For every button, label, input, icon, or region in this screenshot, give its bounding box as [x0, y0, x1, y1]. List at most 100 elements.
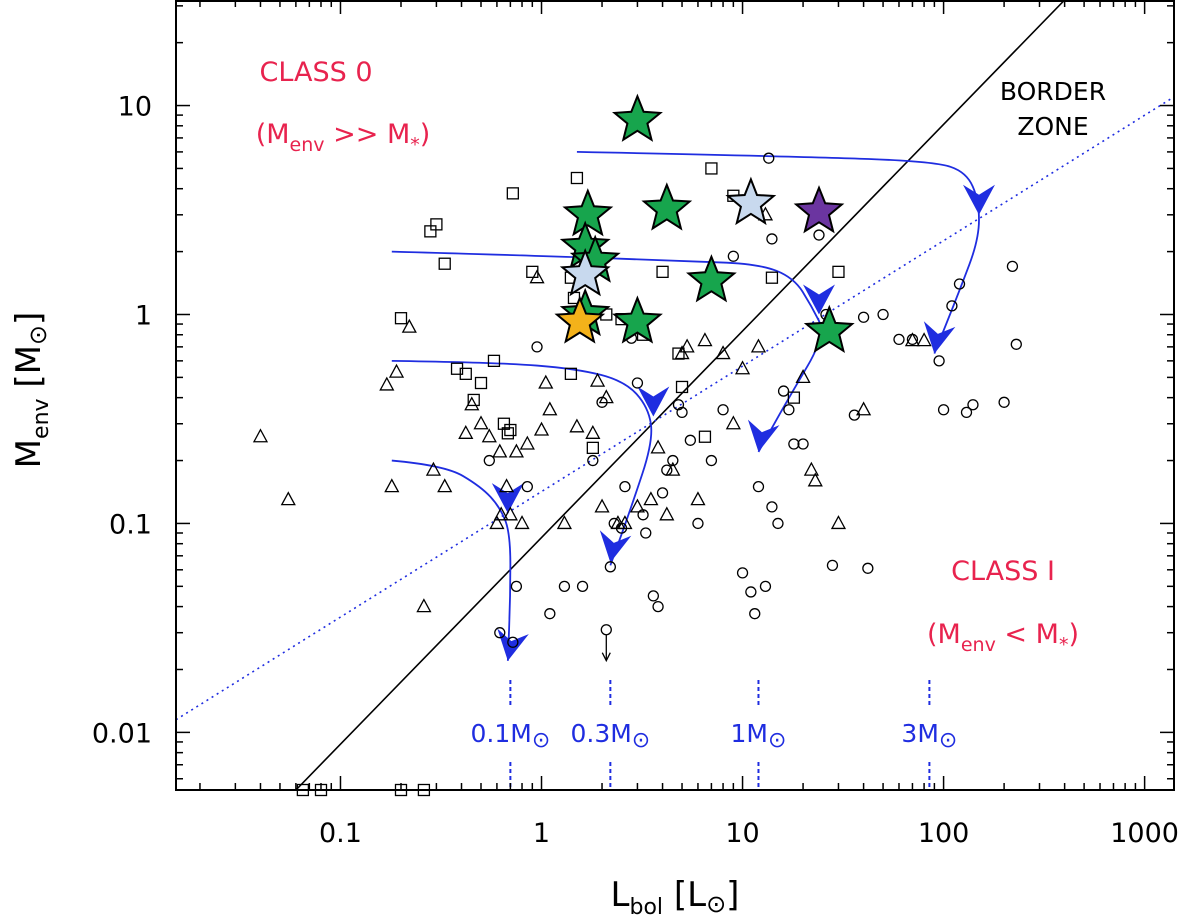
data-point-square: [787, 391, 801, 404]
data-point-circle: [596, 396, 608, 408]
evolution-tracks: [391, 151, 995, 661]
data-point-square: [765, 271, 779, 284]
data-point-circle: [763, 152, 775, 164]
data-point-triangle: [379, 376, 395, 391]
data-point-triangle: [598, 389, 614, 404]
data-point-circle: [783, 404, 795, 416]
data-point-triangle: [589, 372, 606, 387]
data-point-square: [705, 162, 718, 175]
data-point-square: [675, 380, 689, 394]
data-point-triangle: [489, 515, 505, 530]
data-point-circle: [777, 385, 790, 397]
data-point-triangle: [659, 506, 675, 521]
data-point-triangle: [617, 515, 633, 530]
light-blue-star-marker: [725, 176, 777, 226]
data-point-circle: [946, 300, 958, 312]
data-point-circle: [960, 406, 973, 419]
star-markers: [554, 93, 855, 353]
data-point-circle: [705, 454, 718, 467]
data-point-circle: [615, 522, 628, 534]
data-point-circle: [692, 517, 704, 530]
y-tick-label: 1: [135, 300, 152, 331]
data-point-square: [698, 430, 712, 443]
data-point-triangle: [533, 421, 550, 436]
data-point-circle: [661, 464, 673, 476]
border-zone-label: ZONE: [1017, 112, 1088, 141]
data-point-triangle: [594, 498, 610, 513]
x-tick-label: 0.1: [319, 818, 362, 849]
data-point-triangle: [795, 369, 811, 384]
data-point-triangle: [437, 478, 453, 493]
data-point-circle: [788, 438, 800, 450]
data-point-triangle: [473, 415, 489, 430]
data-point-circle: [749, 608, 761, 620]
data-point-square: [438, 257, 451, 270]
data-point-square: [586, 441, 599, 455]
x-tick-label: 100: [918, 818, 970, 849]
data-point-circle: [813, 229, 825, 241]
plot-frame: [175, 0, 1175, 791]
green-star-marker: [562, 188, 614, 237]
data-point-circle: [558, 580, 571, 592]
data-point-triangle: [916, 332, 932, 347]
track-0.3-arrowhead: [637, 386, 670, 417]
x-tick-label: 10: [725, 818, 759, 849]
data-point-triangle: [425, 461, 442, 476]
data-point-triangle: [750, 338, 767, 353]
data-point-triangle: [252, 428, 269, 443]
data-point-circle: [752, 480, 765, 493]
data-point-triangle: [492, 443, 508, 458]
data-point-circle: [637, 509, 649, 521]
data-point-triangle: [585, 424, 601, 439]
data-point-circle: [619, 480, 631, 493]
data-point-triangle: [803, 461, 819, 476]
track-0.3-arrowhead: [599, 530, 632, 563]
data-point-square: [497, 417, 511, 430]
class1-relation: (Menv < M*): [927, 619, 1079, 656]
track-1-arrowhead-shape: [747, 419, 780, 452]
data-point-circle: [676, 406, 688, 419]
axis-labels: Lbol [L⊙] Menv [M⊙]: [9, 312, 739, 920]
data-point-square: [487, 354, 501, 368]
data-point-circle: [862, 562, 874, 574]
data-point-square: [832, 265, 845, 278]
green-star-marker: [686, 254, 737, 303]
data-point-triangle: [715, 345, 731, 360]
data-point-triangle: [493, 506, 509, 521]
track-0.1-path: [391, 459, 512, 661]
data-point-circle: [797, 438, 809, 450]
data-point-circle: [759, 580, 772, 592]
data-point-circle: [998, 396, 1010, 408]
data-point-circle: [507, 636, 519, 648]
data-point-triangle: [697, 332, 713, 347]
data-point-square: [467, 393, 480, 407]
data-point-triangle: [481, 428, 497, 443]
mass-marker-label: 0.1M⊙: [470, 719, 550, 753]
data-point-circle: [483, 454, 495, 467]
class1-title: CLASS I: [951, 556, 1055, 587]
class0-relation: (Menv >> M*): [256, 119, 431, 156]
data-point-circle: [576, 580, 589, 592]
data-points: [252, 152, 1022, 797]
data-point-square: [570, 171, 584, 185]
data-point-circle: [604, 561, 617, 573]
class-border-solid: [295, 0, 1066, 790]
data-point-triangle: [384, 478, 400, 493]
mass-marker-label: 1M⊙: [731, 719, 787, 753]
y-tick-label: 10: [118, 92, 152, 123]
track-0.3-arrowhead-shape: [637, 386, 670, 417]
data-point-circle: [510, 580, 523, 592]
mass-marker-label: 0.3M⊙: [570, 719, 650, 753]
annotations: CLASS 0 (Menv >> M*) CLASS I (Menv < M*) BOR…: [256, 57, 1106, 790]
data-point-circle: [766, 501, 778, 513]
track-0.3-arrowhead-shape: [599, 530, 632, 563]
data-point-circle: [736, 567, 749, 579]
data-point-circle: [521, 480, 533, 493]
data-point-circle: [877, 308, 889, 321]
data-point-circle: [857, 311, 870, 323]
track-3-arrowhead-shape: [923, 321, 956, 354]
data-point-circle: [727, 250, 740, 262]
data-point-triangle: [388, 363, 405, 378]
data-point-circle: [1010, 338, 1022, 350]
